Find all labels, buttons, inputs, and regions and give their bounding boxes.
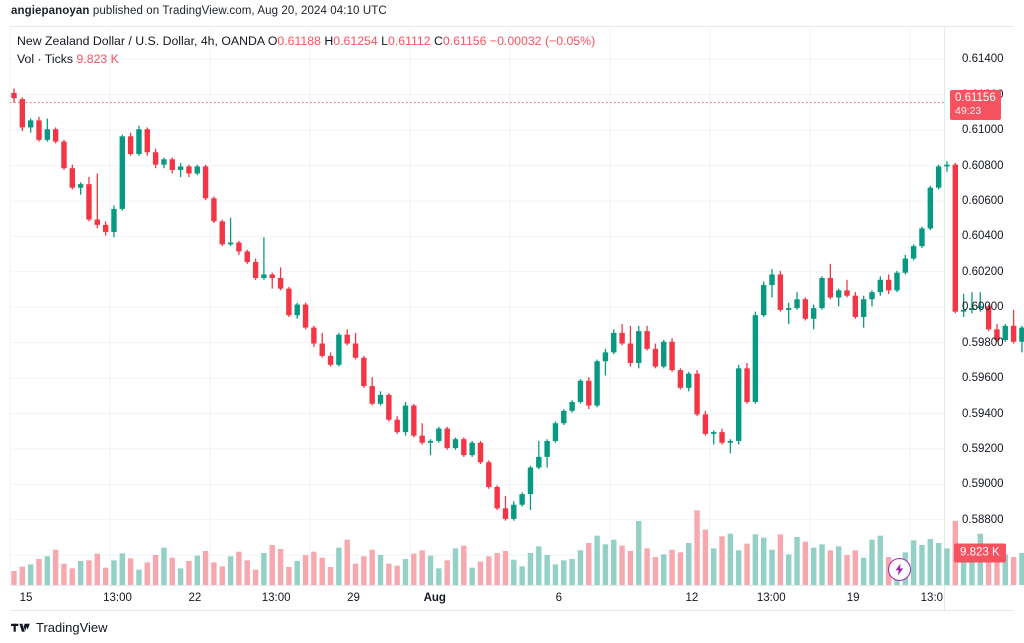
legend-volume-label: Vol · Ticks xyxy=(17,52,74,66)
price-axis-separator xyxy=(944,26,945,611)
price-axis-tick: 0.59600 xyxy=(962,372,1004,385)
price-axis-tick: 0.59400 xyxy=(962,407,1004,420)
price-axis-tick: 0.60400 xyxy=(962,230,1004,243)
price-axis-tick: 0.60800 xyxy=(962,159,1004,172)
price-axis-tick: 0.59800 xyxy=(962,336,1004,349)
price-axis-tick: 0.59200 xyxy=(962,442,1004,455)
legend-change: −0.00032 (−0.05%) xyxy=(489,34,596,48)
price-axis-tick: 0.60600 xyxy=(962,194,1004,207)
lightning-badge[interactable] xyxy=(888,558,911,581)
price-axis-tick: 0.61000 xyxy=(962,124,1004,137)
tradingview-brand-name: TradingView xyxy=(36,620,108,635)
volume-tag-value: 9.823 K xyxy=(960,546,1000,559)
time-axis-tick: 22 xyxy=(188,592,202,604)
time-axis-tick: 15 xyxy=(19,592,33,604)
price-axis-tick: 0.61400 xyxy=(962,53,1004,66)
price-axis-tick: 0.60200 xyxy=(962,265,1004,278)
time-axis-tick: 29 xyxy=(347,592,360,604)
time-axis-tick: 19 xyxy=(846,592,860,604)
time-axis-tick: 12 xyxy=(685,592,699,604)
author-name: angiepanoyan xyxy=(11,5,90,17)
legend-close-key: C xyxy=(434,34,443,48)
legend-low-key: L xyxy=(381,34,388,48)
price-axis-tick: 0.60000 xyxy=(962,301,1004,314)
current-price-tag: 0.61156 49:23 xyxy=(950,90,1001,121)
volume-bars xyxy=(11,510,1024,585)
published-byline: angiepanoyan published on TradingView.co… xyxy=(11,5,387,17)
tradingview-logo-icon xyxy=(11,623,30,632)
time-axis-tick: 13:0 xyxy=(920,592,944,604)
time-axis-tick: 13:00 xyxy=(103,592,132,604)
legend-symbol-row[interactable]: New Zealand Dollar / U.S. Dollar, 4h, OA… xyxy=(17,33,595,50)
legend-volume-value: 9.823 K xyxy=(76,52,119,66)
time-axis-tick: 13:00 xyxy=(261,592,291,604)
legend-high-value: 0.61254 xyxy=(333,34,378,48)
candlestick-series xyxy=(11,88,1024,521)
tradingview-footer-logo: TradingView xyxy=(11,620,108,635)
chart-frame xyxy=(10,26,1014,611)
published-text: published on TradingView.com, Aug 20, 20… xyxy=(89,5,387,17)
lightning-bolt-icon xyxy=(895,563,904,576)
bar-countdown: 49:23 xyxy=(955,105,982,118)
price-axis-tick: 0.58800 xyxy=(962,513,1004,526)
legend-volume-row[interactable]: Vol · Ticks 9.823 K xyxy=(17,51,595,68)
price-axis-tick: 0.59000 xyxy=(962,478,1004,491)
legend-open-value: 0.61188 xyxy=(277,34,321,48)
legend-open-key: O xyxy=(267,34,278,48)
time-axis-tick: 13:00 xyxy=(756,592,786,604)
time-axis-tick: Aug xyxy=(423,592,446,604)
chart-legend: New Zealand Dollar / U.S. Dollar, 4h, OA… xyxy=(17,33,595,68)
current-price-value: 0.61156 xyxy=(955,92,996,105)
time-axis-tick: 6 xyxy=(555,592,563,604)
volume-value-tag: 9.823 K xyxy=(954,543,1006,563)
legend-high-key: H xyxy=(324,34,334,48)
legend-low-value: 0.61112 xyxy=(387,34,431,48)
time-axis-separator xyxy=(10,585,1014,586)
legend-close-value: 0.61156 xyxy=(442,34,487,48)
legend-symbol: New Zealand Dollar / U.S. Dollar, 4h, OA… xyxy=(17,34,265,48)
